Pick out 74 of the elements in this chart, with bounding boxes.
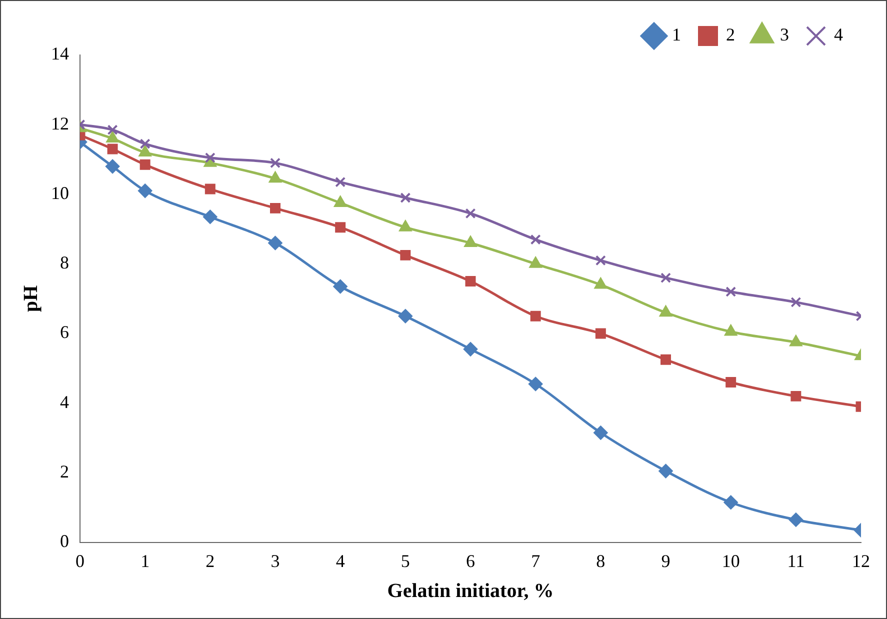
y-tick-label: 10 — [51, 182, 69, 203]
x-tick-label: 8 — [596, 550, 606, 571]
point — [790, 335, 802, 346]
point — [107, 144, 118, 154]
point — [530, 234, 541, 245]
point — [399, 220, 412, 232]
point — [140, 138, 150, 150]
point — [203, 210, 218, 224]
x-tick-label: 9 — [661, 550, 670, 571]
point — [658, 464, 673, 478]
x-tick-label: 7 — [531, 550, 540, 571]
point — [660, 354, 671, 365]
point — [138, 184, 152, 198]
point — [529, 256, 542, 268]
point — [660, 306, 672, 317]
point — [269, 172, 282, 183]
point — [335, 176, 346, 188]
point — [790, 296, 802, 308]
point — [660, 272, 671, 284]
x-axis-title: Gelatin initiator, % — [387, 580, 554, 602]
point — [106, 159, 120, 174]
point — [398, 309, 412, 324]
point — [595, 328, 606, 339]
x-tick-label: 5 — [400, 550, 410, 571]
point — [464, 236, 477, 247]
x-tick-label: 3 — [270, 550, 280, 571]
point — [530, 310, 541, 322]
point — [106, 132, 119, 143]
x-tick-label: 6 — [466, 550, 475, 571]
point — [335, 222, 346, 233]
point — [270, 158, 280, 168]
y-tick-label: 2 — [60, 462, 69, 482]
y-tick-label: 6 — [60, 322, 69, 342]
y-tick-label: 8 — [60, 252, 69, 273]
point — [400, 250, 411, 260]
point — [465, 208, 476, 219]
point — [594, 426, 608, 440]
x-tick-label: 10 — [722, 550, 740, 571]
point — [788, 512, 803, 527]
x-tick-label: 1 — [140, 550, 150, 571]
legend-label: 4 — [834, 24, 843, 45]
point — [140, 159, 150, 170]
x-tick-label: 0 — [76, 550, 84, 571]
point — [724, 495, 738, 510]
point — [333, 280, 348, 294]
y-tick-label: 12 — [51, 113, 69, 134]
point — [465, 276, 476, 287]
y-tick-label: 0 — [60, 531, 69, 552]
point — [726, 377, 736, 388]
y-tick-label: 4 — [60, 392, 69, 412]
point — [270, 202, 280, 214]
point — [107, 124, 118, 136]
point — [790, 390, 802, 402]
x-tick-label: 11 — [787, 550, 805, 571]
point — [595, 255, 606, 266]
point — [726, 286, 736, 297]
legend-label: 1 — [672, 24, 681, 45]
point — [204, 152, 216, 163]
x-tick-label: 12 — [852, 550, 870, 571]
point — [594, 278, 607, 289]
point — [528, 376, 543, 391]
point — [400, 192, 411, 203]
x-tick-label: 2 — [206, 550, 215, 571]
legend-label: 2 — [726, 24, 735, 45]
y-tick-label: 14 — [51, 44, 69, 64]
x-tick-label: 4 — [336, 550, 345, 571]
point — [268, 236, 282, 250]
point — [464, 342, 478, 356]
point — [334, 196, 347, 207]
y-axis-title: pH — [20, 284, 42, 312]
point — [724, 324, 738, 336]
point — [138, 145, 152, 156]
point — [204, 184, 216, 194]
legend-label: 3 — [780, 24, 789, 45]
